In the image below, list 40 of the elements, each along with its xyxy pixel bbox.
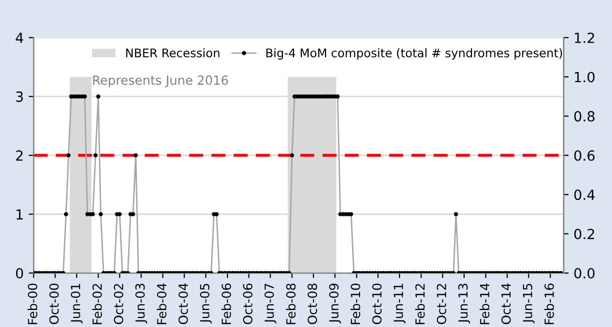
y2-tick-label: 0.2 [574, 228, 594, 240]
x-tick-label: Jun-01 [70, 284, 83, 324]
x-tick-label: Oct-04 [178, 283, 188, 324]
x-tick-label: Oct-00 [49, 284, 59, 324]
x-tick-label: Oct-02 [114, 284, 124, 324]
y2-tick-label: 0.8 [574, 111, 595, 122]
y-tick-label: 3 [16, 91, 23, 102]
legend-label: NBER Recession [126, 48, 220, 58]
x-tick-label: Feb-04 [156, 283, 166, 324]
x-tick-label: Jun-03 [135, 284, 148, 324]
y2-tick-label: 0.0 [574, 268, 595, 279]
x-tick-label: Jun-13 [458, 284, 470, 324]
x-tick-label: Jun-15 [522, 284, 535, 324]
y2-tick-label: 1.0 [574, 72, 595, 82]
y-tick-label: 2 [16, 150, 23, 161]
x-tick-label: Feb-02 [92, 284, 102, 324]
y2-tick-label: 0.4 [574, 190, 595, 200]
x-tick-label: Jun-07 [264, 284, 276, 324]
x-tick-label: Oct-10 [372, 284, 382, 324]
x-tick-label: Oct-14 [501, 283, 511, 324]
x-tick-label: Feb-08 [286, 284, 296, 324]
x-tick-label: Jun-05 [200, 284, 212, 324]
y2-tick-label: 0.6 [574, 150, 595, 161]
y-tick-label: 4 [16, 32, 24, 43]
legend-label: Big-4 MoM composite (total # syndromes present) [266, 48, 562, 60]
x-tick-label: Feb-14 [480, 283, 490, 324]
y-tick-label: 1 [16, 209, 23, 220]
y-tick-label: 0 [16, 268, 24, 279]
x-tick-label: Feb-06 [221, 284, 232, 324]
x-tick-label: Feb-12 [415, 284, 425, 324]
x-tick-label: Oct-12 [436, 284, 446, 324]
x-tick-label: Jun-11 [394, 284, 406, 324]
x-tick-label: Jun-09 [329, 284, 341, 324]
x-tick-label: Oct-08 [308, 284, 318, 324]
x-tick-label: Oct-06 [243, 284, 252, 324]
x-tick-label: Feb-10 [350, 284, 360, 324]
y2-tick-label: 1.2 [574, 32, 594, 43]
x-tick-label: Feb-00 [28, 284, 38, 324]
annotation: Represents June 2016 [93, 75, 228, 88]
x-tick-label: Feb-16 [544, 284, 554, 324]
